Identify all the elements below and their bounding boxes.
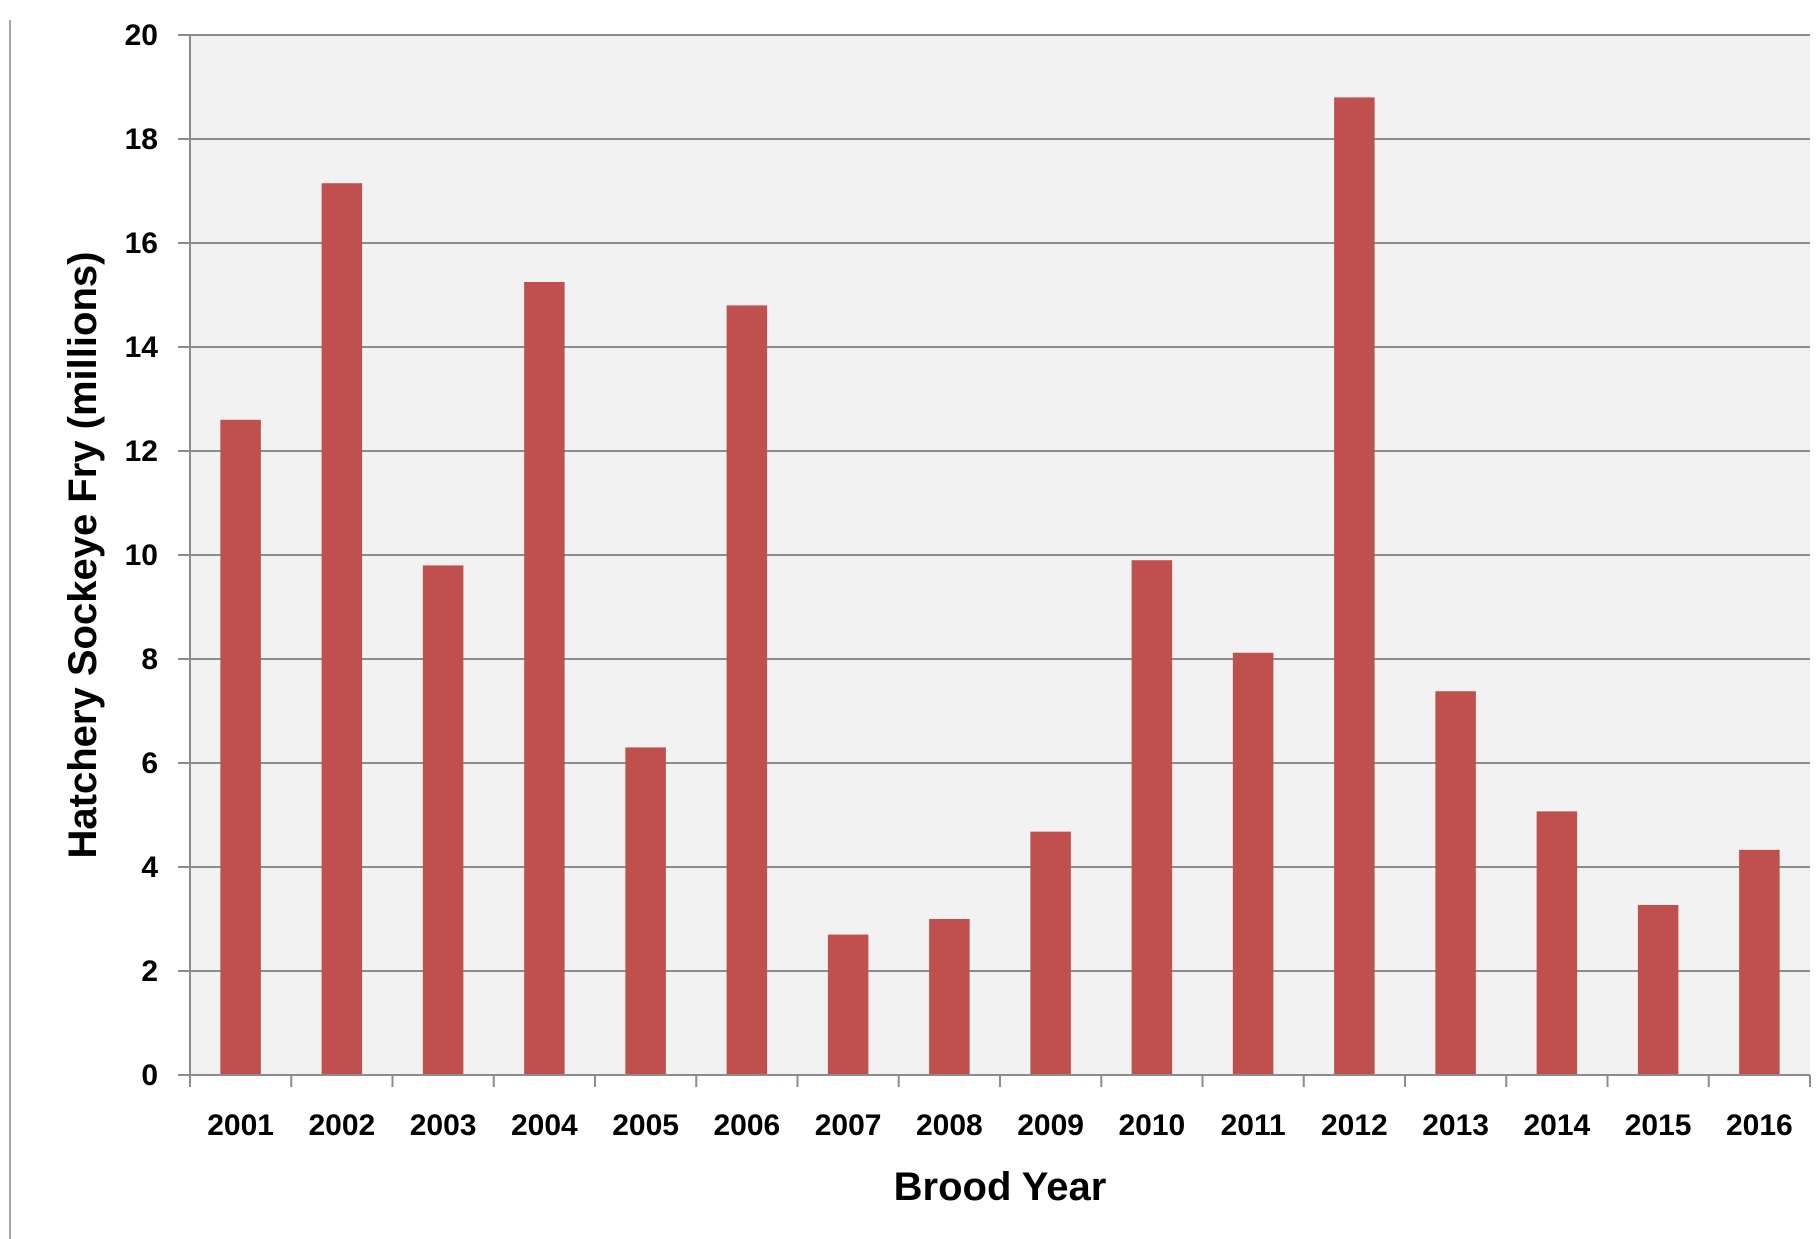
bar-2009 [1030, 831, 1071, 1075]
bar-2002 [321, 183, 363, 1075]
x-tick-label-2006: 2006 [714, 1109, 781, 1142]
x-tick-labels: 2001 2002 2003 2004 2005 2006 2007 2008 2009 2010… [207, 1109, 1793, 1142]
bar-2011 [1232, 652, 1274, 1075]
y-tick-label-4: 4 [141, 851, 158, 884]
x-tick-label-2004: 2004 [511, 1109, 578, 1142]
y-tick-label-14: 14 [125, 331, 159, 364]
bar-2010 [1131, 560, 1173, 1075]
y-tick-label-2: 2 [141, 955, 158, 988]
bar-2004 [524, 282, 565, 1075]
bar-2012 [1334, 97, 1375, 1075]
x-tick-label-2002: 2002 [309, 1109, 376, 1142]
x-tick-label-2010: 2010 [1119, 1109, 1186, 1142]
x-tick-label-2012: 2012 [1321, 1109, 1388, 1142]
x-tick-label-2007: 2007 [815, 1109, 882, 1142]
x-tick-label-2009: 2009 [1017, 1109, 1084, 1142]
x-tick-label-2016: 2016 [1726, 1109, 1793, 1142]
x-tick-label-2005: 2005 [612, 1109, 679, 1142]
bar-2007 [827, 934, 869, 1075]
y-tick-label-12: 12 [125, 435, 158, 468]
bar-2008 [929, 919, 970, 1075]
y-tick-label-6: 6 [141, 747, 158, 780]
bar-2015 [1637, 904, 1679, 1075]
bar-2003 [422, 565, 464, 1075]
axes [178, 34, 1811, 1087]
x-tick-label-2013: 2013 [1422, 1109, 1489, 1142]
y-axis-title: Hatchery Sockeye Fry (millions) [61, 252, 105, 859]
x-tick-label-2001: 2001 [207, 1109, 274, 1142]
x-tick-label-2015: 2015 [1625, 1109, 1692, 1142]
x-tick-label-2011: 2011 [1221, 1109, 1286, 1142]
y-tick-label-8: 8 [141, 643, 158, 676]
x-tick-label-2003: 2003 [410, 1109, 477, 1142]
bar-2005 [625, 747, 666, 1075]
y-tick-label-18: 18 [125, 123, 158, 156]
x-tick-label-2008: 2008 [916, 1109, 983, 1142]
bar-2006 [726, 305, 768, 1075]
x-tick-label-2014: 2014 [1524, 1109, 1591, 1142]
x-axis-title: Brood Year [894, 1165, 1107, 1209]
bars [220, 97, 1780, 1075]
bar-2014 [1536, 811, 1578, 1075]
bar-2001 [220, 419, 261, 1075]
bar-2016 [1739, 849, 1780, 1075]
y-tick-label-16: 16 [125, 227, 158, 260]
y-tick-labels: 0 2 4 6 8 10 12 14 16 18 20 [125, 19, 159, 1092]
y-tick-label-20: 20 [125, 19, 158, 52]
bar-2013 [1435, 691, 1476, 1075]
y-tick-label-10: 10 [125, 539, 158, 572]
y-tick-label-0: 0 [141, 1059, 158, 1092]
